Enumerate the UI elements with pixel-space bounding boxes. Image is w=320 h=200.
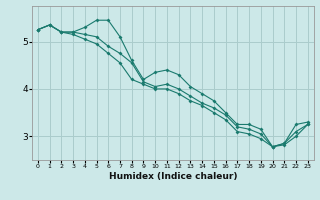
X-axis label: Humidex (Indice chaleur): Humidex (Indice chaleur) bbox=[108, 172, 237, 181]
